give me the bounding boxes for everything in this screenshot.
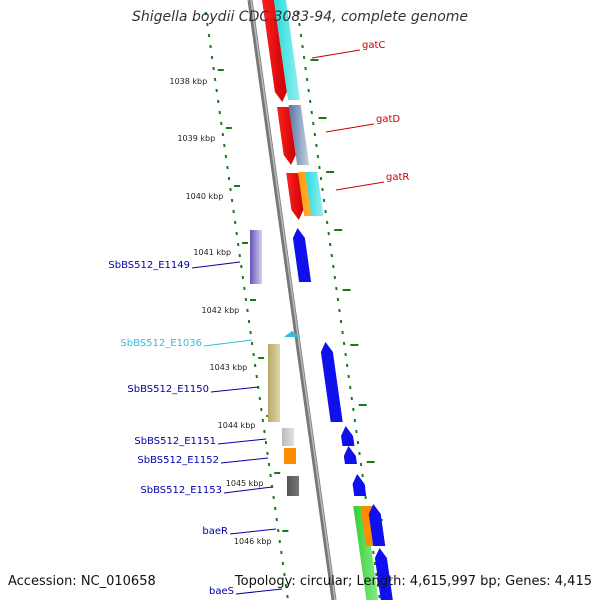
backbone-highlight — [250, 0, 336, 600]
gene-block-purple — [250, 230, 262, 284]
kbp-tick-label: 1042 kbp — [202, 306, 240, 315]
gene-label-SbBS512_E1149: SbBS512_E1149 — [108, 260, 190, 271]
gene-label-leader — [217, 438, 267, 445]
kbp-tick-label: 1043 kbp — [210, 363, 248, 372]
gene-arrow-red — [276, 107, 296, 165]
gene-block-gray — [282, 428, 294, 446]
backbone-line — [247, 0, 337, 600]
gene-arrow-blue — [320, 342, 343, 422]
gene-block-olive — [268, 344, 280, 422]
gene-arrow-red — [262, 0, 287, 102]
kbp-tick-label: 1045 kbp — [226, 479, 264, 488]
gene-block-steel — [288, 105, 310, 165]
gene-label-leader — [220, 457, 269, 464]
gene-label-gatC: gatC — [362, 40, 385, 51]
gene-arrow-blue — [352, 474, 367, 496]
gene-arrow-blue — [374, 548, 393, 600]
gene-label-leader — [223, 486, 273, 494]
gene-label-SbBS512_E1036: SbBS512_E1036 — [120, 338, 202, 349]
kbp-tick-label: 1044 kbp — [218, 421, 256, 430]
gene-label-leader — [325, 123, 375, 133]
gene-label-gatD: gatD — [376, 114, 400, 125]
kbp-tick-label: 1038 kbp — [169, 77, 207, 86]
kbp-tick-label: 1046 kbp — [234, 537, 272, 546]
gene-block-cyan — [305, 172, 324, 216]
gene-label-leader — [335, 181, 385, 191]
kbp-tick-label: 1040 kbp — [186, 192, 224, 201]
gene-label-leader — [210, 386, 259, 393]
gene-arrow-blue — [368, 504, 386, 546]
gene-label-leader — [311, 49, 361, 59]
accession-label: Accession: NC_010658 — [8, 574, 156, 589]
gene-label-SbBS512_E1151: SbBS512_E1151 — [134, 436, 216, 447]
gene-block-orange — [284, 448, 296, 464]
gene-label-baeR: baeR — [202, 526, 228, 537]
map-title: Shigella boydii CDC 3083-94, complete ge… — [131, 9, 469, 25]
gene-label-SbBS512_E1150: SbBS512_E1150 — [127, 384, 209, 395]
gene-arrow-blue — [341, 426, 355, 446]
kbp-tick-label: 1039 kbp — [177, 134, 215, 143]
kbp-tick-label: 1041 kbp — [193, 248, 231, 257]
genome-summary: Topology: circular; Length: 4,615,997 bp… — [234, 574, 592, 589]
gene-label-gatR: gatR — [386, 172, 409, 183]
gene-block-cyan — [274, 0, 300, 100]
gene-label-SbBS512_E1152: SbBS512_E1152 — [137, 455, 219, 466]
gene-label-leader — [229, 528, 277, 535]
gene-label-leader — [235, 588, 283, 595]
gene-arrow-cyan — [284, 331, 300, 337]
gene-arrow-blue — [343, 446, 357, 464]
gene-label-leader — [203, 339, 253, 347]
gene-arrow-blue — [292, 228, 312, 282]
gene-block-dark — [287, 476, 299, 496]
gene-label-leader — [191, 261, 241, 269]
gene-label-baeS: baeS — [209, 586, 234, 597]
gene-block-green — [353, 506, 379, 600]
gene-arrow-red — [286, 173, 304, 220]
gene-label-SbBS512_E1153: SbBS512_E1153 — [140, 485, 222, 496]
